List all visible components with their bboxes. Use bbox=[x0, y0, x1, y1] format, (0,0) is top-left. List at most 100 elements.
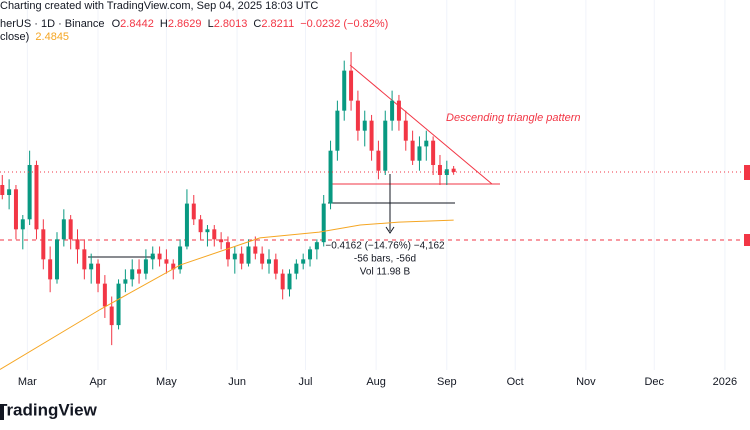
x-tick-label: Aug bbox=[366, 376, 386, 388]
candle-body bbox=[451, 168, 456, 172]
candle-body bbox=[82, 249, 87, 270]
candle-body bbox=[48, 259, 53, 280]
watermark: Charting created with TradingView.com, S… bbox=[0, 0, 318, 12]
candle-body bbox=[178, 246, 183, 270]
candle-body bbox=[232, 253, 237, 260]
l-label: L bbox=[208, 18, 214, 30]
o-value: 2.8442 bbox=[120, 18, 154, 30]
candle-body bbox=[246, 246, 251, 264]
candle-body bbox=[280, 273, 285, 290]
candle-body bbox=[273, 259, 278, 274]
candle-body bbox=[301, 259, 306, 264]
candle-body bbox=[321, 203, 326, 243]
candle-body bbox=[34, 164, 39, 230]
candle-body bbox=[260, 253, 265, 264]
candle-body bbox=[390, 100, 395, 121]
candle-body bbox=[355, 100, 360, 131]
candle-body bbox=[383, 120, 388, 171]
x-tick-label: Dec bbox=[644, 376, 664, 388]
ma-value: 2.4845 bbox=[35, 31, 69, 43]
x-tick-label: Mar bbox=[18, 376, 37, 388]
candle-body bbox=[239, 253, 244, 264]
candle-body bbox=[102, 283, 107, 307]
candle-body bbox=[198, 219, 203, 233]
x-tick-label: Nov bbox=[576, 376, 596, 388]
candle-body bbox=[41, 229, 46, 260]
x-tick-label: May bbox=[156, 376, 177, 388]
candle-body bbox=[143, 259, 148, 274]
x-tick-label: Sep bbox=[437, 376, 457, 388]
change: −0.0232 (−0.82%) bbox=[300, 18, 388, 30]
x-tick-label: Apr bbox=[89, 376, 106, 388]
measure-label: Vol 11.98 B bbox=[360, 267, 411, 278]
candle-body bbox=[27, 164, 32, 220]
h-label: H bbox=[160, 18, 168, 30]
candle-body bbox=[164, 259, 169, 264]
logo-icon bbox=[0, 404, 4, 420]
candle-body bbox=[444, 169, 449, 175]
candle-body bbox=[437, 164, 442, 175]
candle-body bbox=[219, 239, 224, 243]
candle-body bbox=[396, 100, 401, 121]
candle-body bbox=[61, 219, 66, 240]
ma-legend: close) 2.4845 bbox=[0, 31, 69, 43]
candle-body bbox=[349, 70, 354, 101]
candle-body bbox=[410, 140, 415, 161]
candle-body bbox=[157, 253, 162, 260]
x-tick-label: Jun bbox=[228, 376, 246, 388]
l-value: 2.8013 bbox=[214, 18, 248, 30]
candle-body bbox=[369, 120, 374, 151]
candle-body bbox=[191, 203, 196, 220]
o-label: O bbox=[112, 18, 121, 30]
candle-body bbox=[96, 263, 101, 284]
c-value: 2.8211 bbox=[261, 18, 294, 30]
candle-body bbox=[137, 269, 142, 274]
ma-label: close) bbox=[0, 31, 29, 43]
arrow-head bbox=[385, 226, 395, 234]
candle-body bbox=[266, 259, 271, 264]
candle-body bbox=[376, 150, 381, 171]
candle-body bbox=[68, 219, 73, 240]
plot bbox=[0, 52, 750, 370]
x-tick-label: Oct bbox=[507, 376, 524, 388]
candle-body bbox=[328, 150, 333, 204]
logo: TradingView bbox=[0, 400, 98, 419]
candle-body bbox=[205, 229, 210, 233]
candle-body bbox=[130, 269, 135, 280]
candle-body bbox=[417, 146, 422, 161]
grid bbox=[26, 0, 726, 370]
candle-body bbox=[335, 110, 340, 151]
candle-body bbox=[294, 263, 299, 274]
candle-body bbox=[362, 120, 367, 131]
candle-body bbox=[225, 242, 230, 260]
x-tick-label: Jul bbox=[298, 376, 312, 388]
triangle-upper bbox=[349, 64, 493, 185]
moving-average bbox=[0, 219, 454, 370]
candle-body bbox=[403, 120, 408, 141]
candle-body bbox=[287, 273, 292, 290]
candle-body bbox=[54, 239, 59, 280]
x-tick-label: 2026 bbox=[713, 376, 737, 388]
candle-body bbox=[308, 249, 313, 260]
candle-body bbox=[212, 229, 217, 240]
candle-body bbox=[89, 263, 94, 270]
pattern-label: Descending triangle pattern bbox=[446, 112, 581, 124]
candle-body bbox=[123, 279, 128, 284]
candle-body bbox=[314, 242, 319, 250]
candle-body bbox=[116, 283, 121, 326]
candle-body bbox=[431, 140, 436, 165]
candle-body bbox=[171, 263, 176, 270]
candle-body bbox=[7, 189, 12, 196]
candle-body bbox=[20, 219, 25, 230]
h-value: 2.8629 bbox=[168, 18, 202, 30]
candle-body bbox=[75, 239, 80, 250]
candle-body bbox=[184, 203, 189, 247]
candle-body bbox=[109, 306, 114, 326]
candle-body bbox=[13, 189, 18, 230]
level-tag bbox=[744, 234, 750, 246]
c-label: C bbox=[253, 18, 261, 30]
symbol-line: herUS · 1D · Binance O2.8442 H2.8629 L2.… bbox=[0, 18, 388, 30]
price-tag bbox=[744, 165, 750, 180]
